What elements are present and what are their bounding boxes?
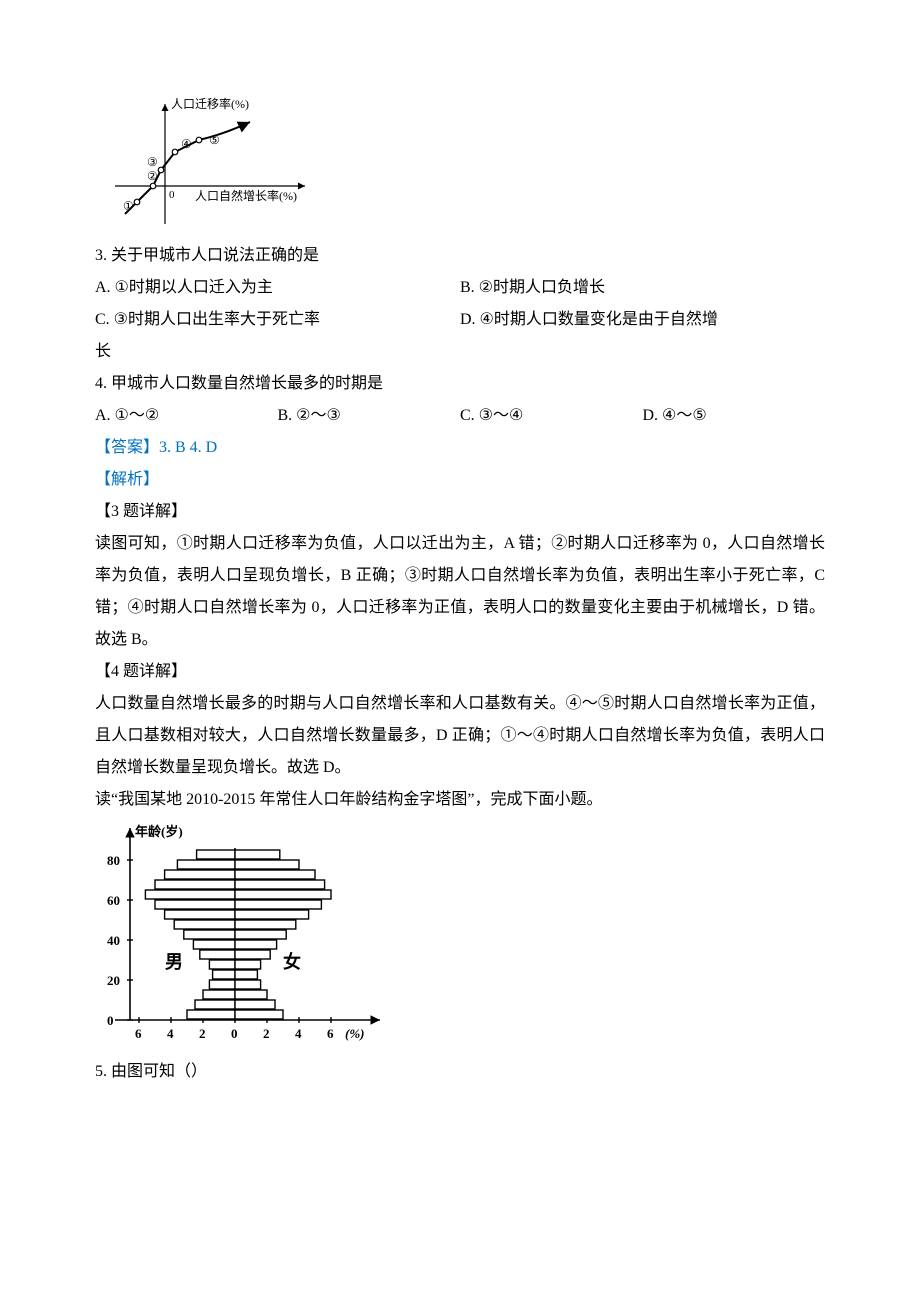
q3-explain-body: 读图可知，①时期人口迁移率为负值，人口以迁出为主，A 错；②时期人口迁移率为 0… (95, 528, 825, 656)
svg-text:6: 6 (327, 1026, 334, 1041)
svg-text:④: ④ (181, 137, 192, 151)
q4-explain-title: 【4 题详解】 (95, 656, 825, 688)
pyramid-intro: 读“我国某地 2010-2015 年常住人口年龄结构金字塔图”，完成下面小题。 (95, 784, 825, 816)
svg-text:③: ③ (147, 155, 158, 169)
q4-option-c: C. ③～④ (460, 400, 643, 432)
svg-text:0: 0 (169, 189, 175, 201)
svg-text:人口自然增长率(%): 人口自然增长率(%) (195, 188, 297, 203)
answers: 【答案】3. B 4. D (95, 432, 825, 464)
svg-text:2: 2 (199, 1026, 206, 1041)
q4-options: A. ①～② B. ②～③ C. ③～④ D. ④～⑤ (95, 400, 825, 432)
svg-text:人口迁移率(%): 人口迁移率(%) (171, 96, 249, 111)
analysis-label: 【解析】 (95, 464, 825, 496)
svg-text:20: 20 (107, 973, 120, 988)
svg-text:①: ① (123, 199, 134, 213)
q4-option-a: A. ①～② (95, 400, 278, 432)
q3-explain-title: 【3 题详解】 (95, 496, 825, 528)
q4-option-d: D. ④～⑤ (643, 400, 826, 432)
svg-text:4: 4 (295, 1026, 302, 1041)
svg-text:40: 40 (107, 933, 120, 948)
q3-option-b: B. ②时期人口负增长 (460, 272, 825, 304)
svg-text:4: 4 (167, 1026, 174, 1041)
q4-explain-body: 人口数量自然增长最多的时期与人口自然增长率和人口基数有关。④～⑤时期人口自然增长… (95, 688, 825, 784)
figure-population-pyramid: 年龄(岁)0204060806420246(%)男女 (95, 820, 825, 1050)
q4-stem: 4. 甲城市人口数量自然增长最多的时期是 (95, 368, 825, 400)
q3-option-d: D. ④时期人口数量变化是由于自然增 (460, 304, 825, 336)
q4-option-b: B. ②～③ (278, 400, 461, 432)
svg-text:年龄(岁): 年龄(岁) (135, 824, 183, 839)
figure-migration-curve: 人口迁移率(%) 人口自然增长率(%) 0 ① ②③ ④ ⑤ (95, 94, 825, 234)
population-pyramid-svg: 年龄(岁)0204060806420246(%)男女 (95, 820, 395, 1050)
q5-stem: 5. 由图可知（） (95, 1056, 825, 1088)
q3-option-a: A. ①时期以人口迁入为主 (95, 272, 460, 304)
q3-options: A. ①时期以人口迁入为主 B. ②时期人口负增长 C. ③时期人口出生率大于死… (95, 272, 825, 336)
svg-text:②: ② (147, 169, 158, 183)
q3-option-c: C. ③时期人口出生率大于死亡率 (95, 304, 460, 336)
svg-text:0: 0 (231, 1026, 238, 1041)
svg-text:0: 0 (107, 1013, 114, 1028)
svg-text:⑤: ⑤ (209, 133, 220, 147)
q3-option-d-cont: 长 (95, 336, 825, 368)
svg-text:60: 60 (107, 893, 120, 908)
svg-text:(%): (%) (345, 1026, 365, 1041)
svg-text:男: 男 (165, 952, 183, 972)
svg-text:6: 6 (135, 1026, 142, 1041)
svg-text:80: 80 (107, 853, 120, 868)
migration-curve-svg: 人口迁移率(%) 人口自然增长率(%) 0 ① ②③ ④ ⑤ (95, 94, 325, 234)
svg-text:女: 女 (283, 951, 301, 972)
svg-text:2: 2 (263, 1026, 270, 1041)
q3-stem: 3. 关于甲城市人口说法正确的是 (95, 240, 825, 272)
